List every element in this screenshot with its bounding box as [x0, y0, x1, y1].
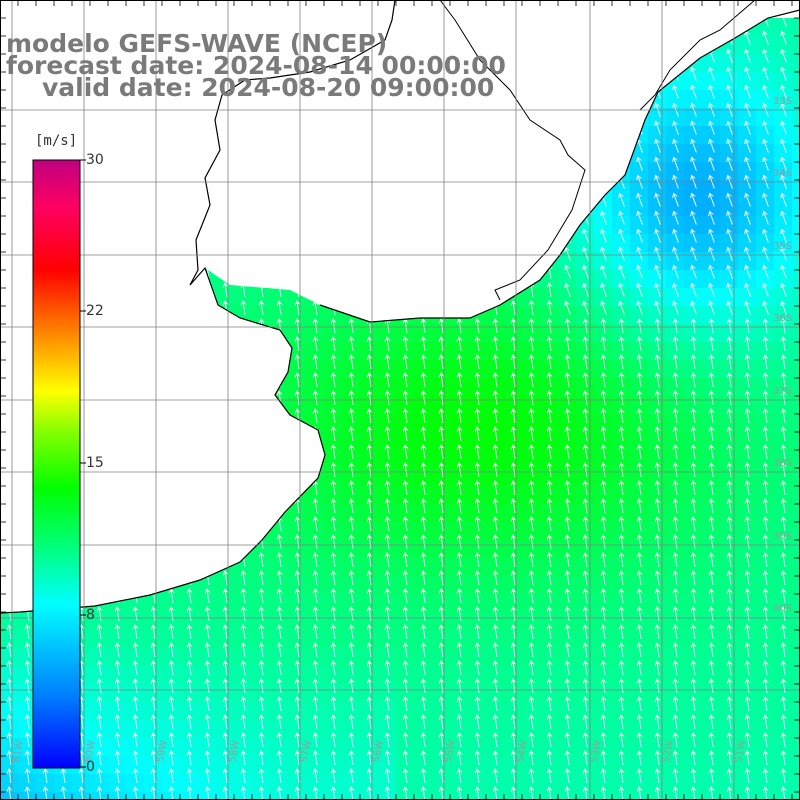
lat-label: 40S [773, 603, 792, 614]
lat-label: 39S [773, 531, 792, 542]
lon-label: 61W [11, 739, 26, 763]
lon-label: 52W [661, 739, 676, 763]
valid-date: valid date: 2024-08-20 09:00:00 [42, 73, 495, 102]
lat-label: 36S [773, 313, 792, 324]
lon-label: 53W [589, 739, 604, 763]
colorbar-label-30: 30 [86, 152, 104, 168]
colorbar-label-8: 8 [86, 607, 95, 623]
lon-label: 56W [371, 739, 386, 763]
lon-label: 57W [299, 739, 314, 763]
lat-label: 38S [773, 458, 792, 469]
lat-label: 34S [773, 168, 792, 179]
river-uruguay [439, 0, 586, 301]
lagoon-coast [639, 0, 756, 111]
lat-label: 37S [773, 386, 792, 397]
lon-label: 58W [227, 739, 242, 763]
lon-label: 55W [443, 739, 458, 763]
lon-label: 59W [155, 739, 170, 763]
lat-label: 35S [773, 241, 792, 252]
colorbar-label-0: 0 [86, 759, 95, 775]
longitude-labels: 61W 60W 59W 58W 57W 56W 55W 54W 53W 52W 51W [11, 739, 748, 763]
estuary-shore [319, 9, 800, 323]
model-title: modelo GEFS-WAVE (NCEP) [6, 29, 388, 58]
colorbar-label-15: 15 [86, 455, 104, 471]
lat-label: 33S [773, 96, 792, 107]
lon-label: 51W [733, 739, 748, 763]
latitude-labels: 33S 34S 35S 36S 37S 38S 39S 40S [773, 96, 792, 614]
coastline [0, 0, 396, 614]
colorbar [32, 159, 81, 769]
colorbar-label-22: 22 [86, 303, 104, 319]
forecast-date: forecast date: 2024-08-14 00:00:00 [6, 51, 506, 80]
colorbar-ticks [80, 159, 86, 768]
lon-label: 54W [515, 739, 530, 763]
colorbar-unit: [m/s] [35, 133, 78, 149]
lon-label: 60W [83, 739, 98, 763]
